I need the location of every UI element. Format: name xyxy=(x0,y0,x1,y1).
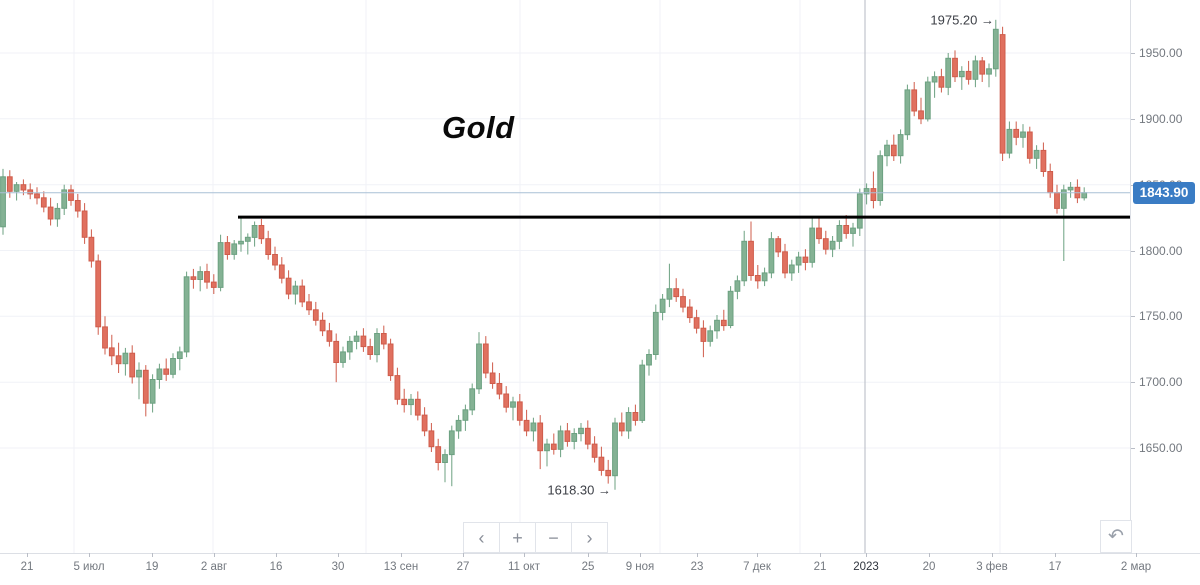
time-tick xyxy=(697,553,698,557)
price-tick-label: 1700.00 xyxy=(1139,375,1183,390)
time-tick-label: 21 xyxy=(813,561,827,573)
time-tick-label: 25 xyxy=(581,561,595,573)
price-tick xyxy=(1131,53,1135,54)
price-tick xyxy=(1131,250,1135,252)
time-tick xyxy=(524,553,525,557)
zoom-out-button[interactable]: − xyxy=(535,522,572,553)
time-tick xyxy=(588,553,589,557)
time-tick-label: 11 окт xyxy=(508,561,540,573)
price-tick-label: 1650.00 xyxy=(1139,441,1183,455)
price-axis[interactable]: 1843.90 1950.001900.001850.001800.001750… xyxy=(1130,0,1200,553)
time-tick-label: 23 xyxy=(690,561,704,573)
price-tick-label: 1800.00 xyxy=(1139,243,1183,258)
time-tick xyxy=(214,553,215,557)
time-tick xyxy=(463,553,464,557)
time-tick xyxy=(338,553,339,557)
time-tick-label: 27 xyxy=(456,561,470,573)
time-tick xyxy=(1136,553,1137,557)
price-tick xyxy=(1131,118,1135,120)
price-tick-label: 1750.00 xyxy=(1139,309,1183,324)
time-tick xyxy=(866,553,867,557)
chart-nav-toolbar: ‹ + − › xyxy=(463,522,608,553)
time-tick-label: 16 xyxy=(269,561,283,573)
price-tick xyxy=(1131,316,1135,318)
time-tick xyxy=(152,553,153,557)
time-tick-label: 2023 xyxy=(853,561,879,573)
chart-title: Gold xyxy=(442,110,515,145)
time-tick-label: 2 мар xyxy=(1120,561,1152,573)
time-axis[interactable]: 21 5 июл 19 2 авг 16 30 13 сен 27 11 окт 25 9 ноя 2… xyxy=(0,553,1200,585)
time-tick xyxy=(27,553,28,557)
time-tick-label: 3 фев xyxy=(976,561,1008,573)
time-tick xyxy=(992,553,993,557)
price-tick xyxy=(1131,448,1135,449)
time-tick-label: 21 xyxy=(20,561,34,573)
time-tick xyxy=(757,553,758,557)
time-tick-label: 2 авг xyxy=(200,561,228,573)
time-tick-label: 9 ноя xyxy=(625,561,655,573)
time-tick xyxy=(640,553,641,557)
time-tick xyxy=(89,553,90,557)
candlestick-chart[interactable] xyxy=(0,0,1130,553)
last-price-tag: 1843.90 xyxy=(1133,181,1195,204)
time-tick-label: 5 июл xyxy=(73,561,105,573)
time-tick xyxy=(401,553,402,557)
time-tick xyxy=(276,553,277,557)
zoom-in-button[interactable]: + xyxy=(499,522,536,553)
time-tick-label: 13 сен xyxy=(383,561,419,573)
price-tick-label: 1950.00 xyxy=(1139,46,1183,60)
time-tick-label: 17 xyxy=(1048,561,1062,573)
time-tick-label: 20 xyxy=(922,561,936,573)
price-tick xyxy=(1131,382,1135,384)
low-price-annotation: 1618.30 → xyxy=(547,482,611,498)
pan-right-button[interactable]: › xyxy=(571,522,608,553)
time-tick-label: 19 xyxy=(145,561,159,573)
time-tick-label: 7 дек xyxy=(743,561,771,573)
price-tick-label: 1900.00 xyxy=(1139,111,1183,126)
reset-view-button[interactable]: ↶ xyxy=(1100,520,1132,553)
time-tick xyxy=(929,553,930,557)
high-price-annotation: 1975.20 → xyxy=(930,12,994,28)
time-tick xyxy=(1055,553,1056,557)
pan-left-button[interactable]: ‹ xyxy=(463,522,500,553)
time-tick-label: 30 xyxy=(331,561,345,573)
time-tick xyxy=(820,553,821,557)
